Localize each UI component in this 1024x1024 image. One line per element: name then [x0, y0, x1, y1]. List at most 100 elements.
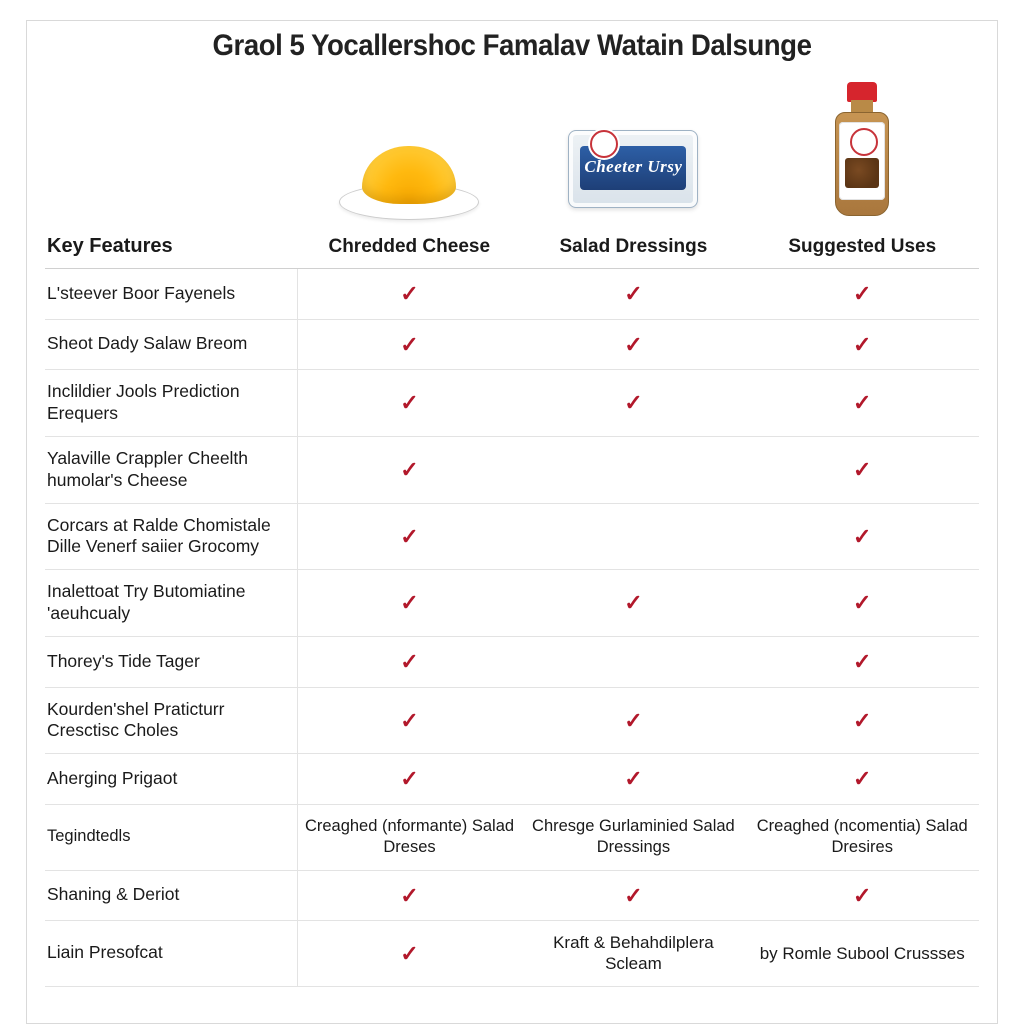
- cell-c3: Creaghed (ncomentia) Salad Dresires: [745, 804, 979, 870]
- table-row: Inalettoat Try Butomiatine 'aeuhcualy✓✓✓: [45, 570, 979, 637]
- cell-c3: ✓: [745, 870, 979, 921]
- cell-c2: ✓: [521, 319, 745, 370]
- check-icon: ✓: [853, 649, 871, 674]
- check-icon: ✓: [853, 883, 871, 908]
- cell-c2: ✓: [521, 754, 745, 805]
- check-icon: ✓: [400, 281, 418, 306]
- cell-c3: ✓: [745, 754, 979, 805]
- table-row: Thorey's Tide Tager ✓ ✓: [45, 637, 979, 688]
- header-col-1: Chredded Cheese: [297, 227, 521, 269]
- cell-c1: ✓: [297, 503, 521, 570]
- table-row: Yalaville Crappler Cheelth humolar's Che…: [45, 436, 979, 503]
- cell-c2: [521, 637, 745, 688]
- table-row: Corcars at Ralde Chomistale Dille Venerf…: [45, 503, 979, 570]
- header-key-features: Key Features: [45, 227, 297, 269]
- cell-c3: ✓: [745, 687, 979, 754]
- column-header-row: Key Features Chredded Cheese Salad Dress…: [45, 227, 979, 269]
- check-icon: ✓: [853, 766, 871, 791]
- feature-label: Corcars at Ralde Chomistale Dille Venerf…: [45, 503, 297, 570]
- header-col-3: Suggested Uses: [745, 227, 979, 269]
- cell-c3: ✓: [745, 370, 979, 437]
- feature-label: Tegindtedls: [45, 804, 297, 870]
- check-icon: ✓: [624, 590, 642, 615]
- table-row: Kourden'shel Praticturr Cresctisc Choles…: [45, 687, 979, 754]
- table-row: Liain Presofcat ✓ Kraft & Behahdilplera Sc…: [45, 921, 979, 987]
- cell-c1: ✓: [297, 319, 521, 370]
- check-icon: ✓: [624, 883, 642, 908]
- table-row: L'steever Boor Fayenels ✓ ✓ ✓: [45, 269, 979, 320]
- product-image-package: Cheeter Ursy: [521, 77, 745, 227]
- check-icon: ✓: [400, 457, 418, 482]
- feature-label: Shaning & Deriot: [45, 870, 297, 921]
- check-icon: ✓: [853, 524, 871, 549]
- product-image-bottle: [745, 77, 979, 227]
- check-icon: ✓: [400, 332, 418, 357]
- cell-c3: ✓: [745, 436, 979, 503]
- cell-c3: by Romle Subool Crussses: [745, 921, 979, 987]
- check-icon: ✓: [624, 766, 642, 791]
- feature-label: Inclildier Jools Prediction Erequers: [45, 370, 297, 437]
- check-icon: ✓: [400, 524, 418, 549]
- cell-c1: ✓: [297, 269, 521, 320]
- check-icon: ✓: [853, 332, 871, 357]
- feature-label: Yalaville Crappler Cheelth humolar's Che…: [45, 436, 297, 503]
- cell-c2: Kraft & Behahdilplera Scleam: [521, 921, 745, 987]
- cell-c2: ✓: [521, 687, 745, 754]
- bottle-label-icon: [839, 122, 885, 200]
- check-icon: ✓: [853, 390, 871, 415]
- cell-c3: ✓: [745, 319, 979, 370]
- product-image-cheese: [297, 77, 521, 227]
- cell-c3: ✓: [745, 503, 979, 570]
- check-icon: ✓: [853, 590, 871, 615]
- cell-c2: Chresge Gurlaminied Salad Dressings: [521, 804, 745, 870]
- table-row: Inclildier Jools Prediction Erequers ✓ ✓ ✓: [45, 370, 979, 437]
- cell-c2: ✓: [521, 370, 745, 437]
- check-icon: ✓: [400, 708, 418, 733]
- cell-c1: ✓: [297, 921, 521, 987]
- cell-c3: ✓: [745, 637, 979, 688]
- check-icon: ✓: [400, 390, 418, 415]
- cell-c2: ✓: [521, 269, 745, 320]
- table-row: TegindtedlsCreaghed (nformante) Salad Dr…: [45, 804, 979, 870]
- check-icon: ✓: [853, 281, 871, 306]
- cell-c1: ✓: [297, 870, 521, 921]
- feature-label: Aherging Prigaot: [45, 754, 297, 805]
- comparison-table: Cheeter Ursy Key Features Chredded Chees…: [45, 77, 979, 987]
- feature-label: L'steever Boor Fayenels: [45, 269, 297, 320]
- check-icon: ✓: [624, 708, 642, 733]
- cell-c1: Creaghed (nformante) Salad Dreses: [297, 804, 521, 870]
- feature-label: Thorey's Tide Tager: [45, 637, 297, 688]
- shredded-cheese-icon: [362, 146, 456, 204]
- feature-label: Liain Presofcat: [45, 921, 297, 987]
- cell-c1: ✓: [297, 637, 521, 688]
- cell-c2: [521, 436, 745, 503]
- check-icon: ✓: [853, 457, 871, 482]
- check-icon: ✓: [400, 649, 418, 674]
- check-icon: ✓: [853, 708, 871, 733]
- check-icon: ✓: [400, 883, 418, 908]
- check-icon: ✓: [400, 941, 418, 966]
- table-row: Sheot Dady Salaw Breom ✓ ✓ ✓: [45, 319, 979, 370]
- check-icon: ✓: [624, 281, 642, 306]
- cell-c3: ✓: [745, 570, 979, 637]
- table-body: L'steever Boor Fayenels✓✓✓Sheot Dady Sal…: [45, 269, 979, 987]
- cell-c1: ✓: [297, 570, 521, 637]
- cell-c3: ✓: [745, 269, 979, 320]
- product-image-row: Cheeter Ursy: [45, 77, 979, 227]
- cell-c1: ✓: [297, 754, 521, 805]
- feature-label: Kourden'shel Praticturr Cresctisc Choles: [45, 687, 297, 754]
- feature-label: Sheot Dady Salaw Breom: [45, 319, 297, 370]
- check-icon: ✓: [624, 332, 642, 357]
- cell-c1: ✓: [297, 687, 521, 754]
- table-row: Shaning & Deriot ✓ ✓ ✓: [45, 870, 979, 921]
- page-title: Graol 5 Yocallershoc Famalav Watain Dals…: [82, 29, 941, 63]
- cell-c2: ✓: [521, 570, 745, 637]
- comparison-card: Graol 5 Yocallershoc Famalav Watain Dals…: [26, 20, 998, 1024]
- cell-c1: ✓: [297, 436, 521, 503]
- table-row: Aherging Prigaot✓✓✓: [45, 754, 979, 805]
- check-icon: ✓: [624, 390, 642, 415]
- cell-c1: ✓: [297, 370, 521, 437]
- cell-c2: ✓: [521, 870, 745, 921]
- header-col-2: Salad Dressings: [521, 227, 745, 269]
- bottle-cap-icon: [847, 82, 877, 102]
